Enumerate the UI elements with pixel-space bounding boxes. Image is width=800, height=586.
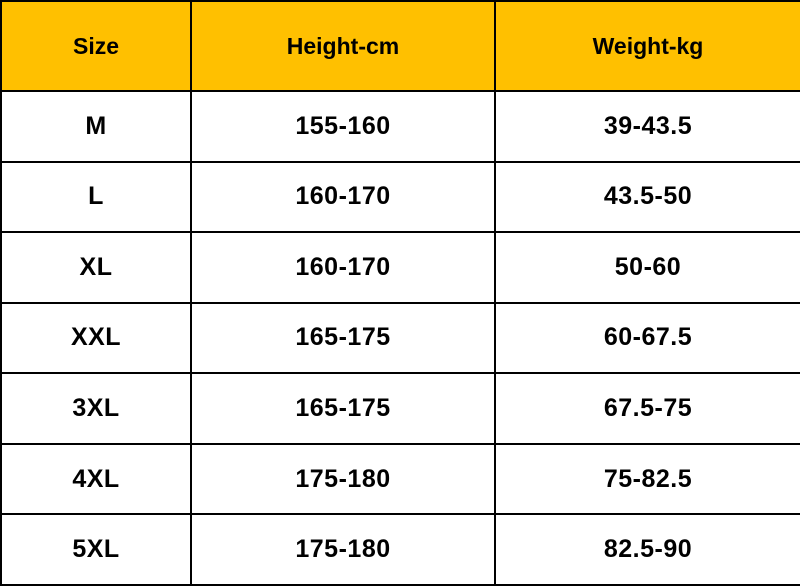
size-cell: 4XL xyxy=(0,442,192,516)
header-height: Height-cm xyxy=(190,0,496,92)
header-size: Size xyxy=(0,0,192,92)
weight-cell: 39-43.5 xyxy=(494,90,800,163)
height-cell: 155-160 xyxy=(190,90,496,163)
height-cell: 160-170 xyxy=(190,160,496,234)
header-row: Size Height-cm Weight-kg xyxy=(0,0,800,92)
table-row: XXL 165-175 60-67.5 xyxy=(0,301,800,375)
size-cell: 3XL xyxy=(0,372,192,445)
header-weight: Weight-kg xyxy=(494,0,800,92)
table-row: 3XL 165-175 67.5-75 xyxy=(0,372,800,445)
weight-cell: 82.5-90 xyxy=(494,513,800,586)
weight-cell: 43.5-50 xyxy=(494,160,800,234)
size-cell: XXL xyxy=(0,301,192,375)
size-cell: 5XL xyxy=(0,513,192,586)
table-row: 5XL 175-180 82.5-90 xyxy=(0,513,800,586)
weight-cell: 67.5-75 xyxy=(494,372,800,445)
size-cell: L xyxy=(0,160,192,234)
height-cell: 175-180 xyxy=(190,513,496,586)
height-cell: 165-175 xyxy=(190,301,496,375)
weight-cell: 75-82.5 xyxy=(494,442,800,516)
height-cell: 165-175 xyxy=(190,372,496,445)
table-row: L 160-170 43.5-50 xyxy=(0,160,800,234)
size-cell: XL xyxy=(0,231,192,304)
table-row: XL 160-170 50-60 xyxy=(0,231,800,304)
table-row: M 155-160 39-43.5 xyxy=(0,90,800,163)
table-row: 4XL 175-180 75-82.5 xyxy=(0,442,800,516)
height-cell: 175-180 xyxy=(190,442,496,516)
weight-cell: 50-60 xyxy=(494,231,800,304)
weight-cell: 60-67.5 xyxy=(494,301,800,375)
size-cell: M xyxy=(0,90,192,163)
height-cell: 160-170 xyxy=(190,231,496,304)
